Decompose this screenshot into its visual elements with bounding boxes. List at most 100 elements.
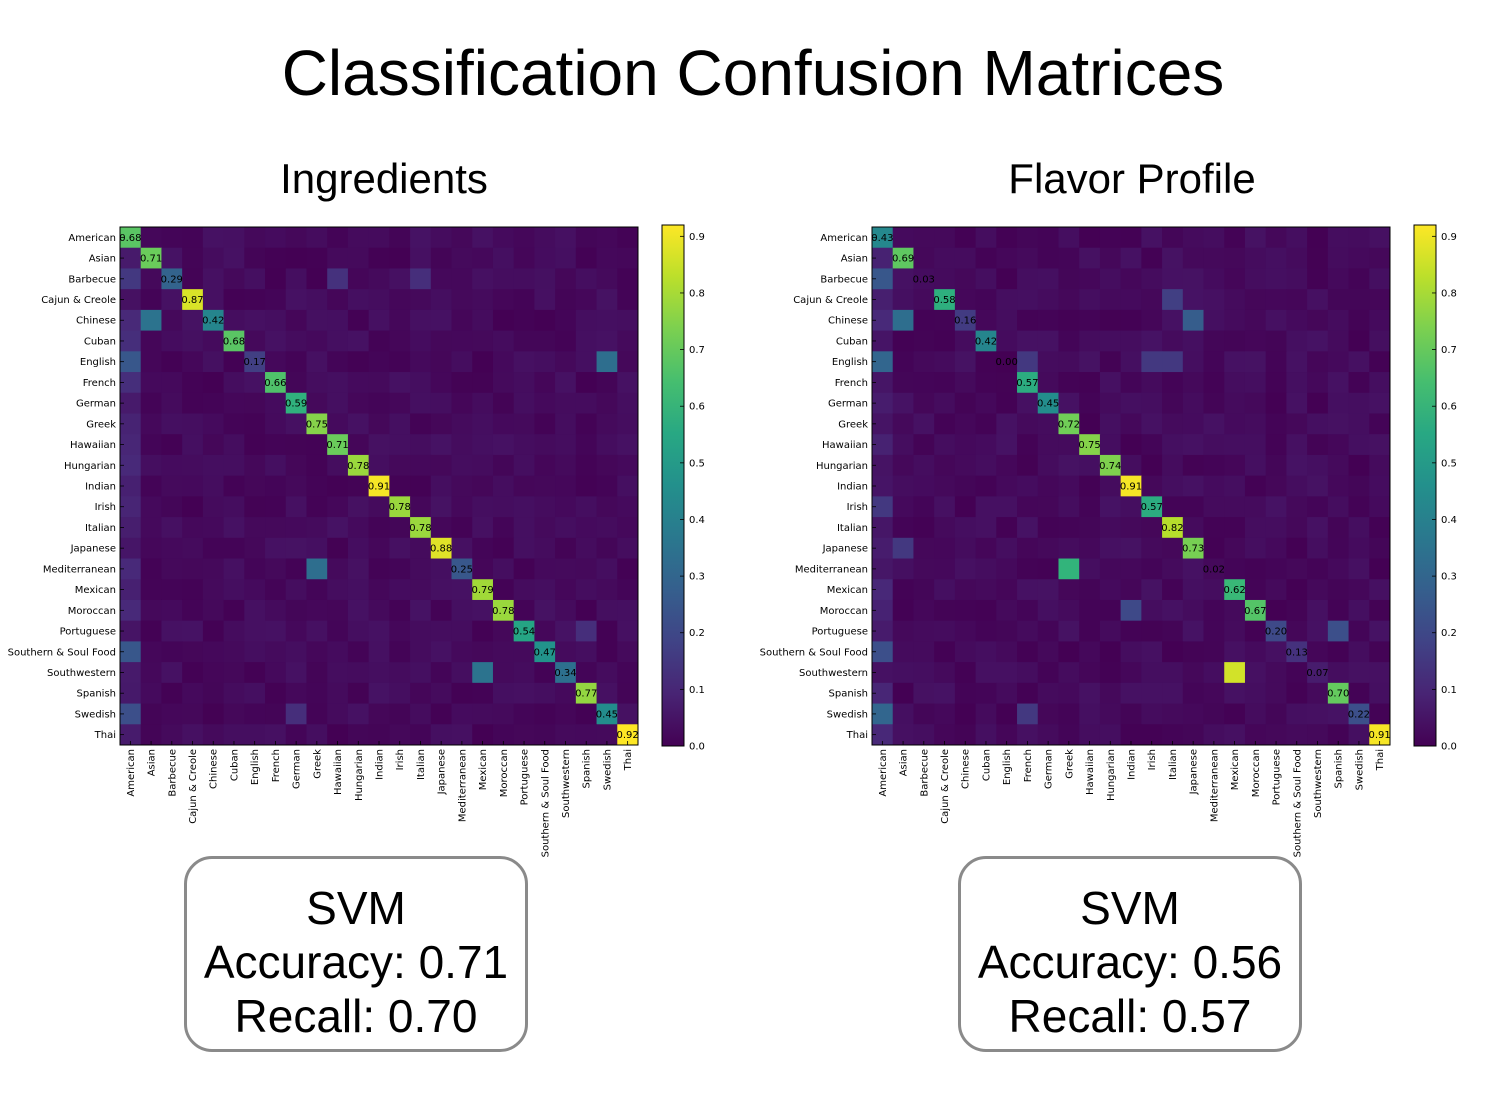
- x-tick-label: French: [271, 749, 282, 782]
- heatmap-cell: [389, 434, 411, 456]
- y-tick-label: Greek: [838, 419, 868, 430]
- heatmap-cell: [120, 475, 142, 497]
- heatmap-cell: [140, 289, 162, 311]
- heatmap-cell: [513, 351, 535, 373]
- heatmap-cell: [1369, 662, 1391, 684]
- colorbar-tick-label: 0.3: [689, 572, 705, 583]
- heatmap-cell: [872, 289, 894, 311]
- heatmap-cell: [492, 537, 515, 560]
- heatmap-cell: [1265, 454, 1287, 477]
- heatmap-cell: [596, 309, 618, 332]
- heatmap-cell: [513, 662, 535, 684]
- heatmap-cell: [975, 579, 997, 601]
- heatmap-cell: [954, 268, 977, 290]
- heatmap-cell: [265, 496, 287, 518]
- heatmap-cell: [617, 641, 639, 663]
- x-tick-label: Hawaiian: [1085, 749, 1096, 795]
- heatmap-cell: [492, 372, 515, 394]
- heatmap-cell: [575, 537, 598, 560]
- heatmap-cell: [244, 247, 266, 269]
- heatmap-cell: [513, 537, 535, 560]
- heatmap-cell: [996, 620, 1018, 642]
- diagonal-cell: [555, 662, 577, 684]
- heatmap-cell: [954, 434, 977, 456]
- heatmap-cell: [223, 662, 245, 684]
- heatmap-cell: [996, 289, 1018, 311]
- heatmap-cell: [1327, 330, 1350, 352]
- diagonal-cell: [872, 227, 894, 249]
- heatmap-cell: [1099, 724, 1122, 746]
- heatmap-cell: [1327, 599, 1350, 622]
- heatmap-cell: [389, 599, 411, 622]
- heatmap-cell: [410, 703, 432, 725]
- heatmap-cell: [285, 289, 307, 311]
- heatmap-cell: [140, 537, 162, 560]
- heatmap-cell: [285, 351, 307, 373]
- heatmap-cell: [1182, 517, 1205, 539]
- heatmap-cell: [202, 268, 225, 290]
- heatmap-cell: [120, 330, 142, 352]
- heatmap-cell: [140, 579, 162, 601]
- heatmap-cell: [1120, 309, 1142, 332]
- heatmap-cell: [1307, 247, 1329, 269]
- heatmap-cell: [223, 227, 245, 249]
- y-tick-label: Irish: [95, 502, 116, 513]
- diagonal-cell: [913, 268, 935, 290]
- heatmap-cell: [265, 330, 287, 352]
- heatmap-cell: [872, 517, 894, 539]
- diagonal-cell: [513, 620, 535, 642]
- heatmap-cell: [996, 641, 1018, 663]
- heatmap-cell: [892, 641, 914, 663]
- heatmap-cell: [872, 703, 894, 725]
- diagonal-cell: [285, 392, 307, 414]
- heatmap-cell: [1120, 413, 1142, 435]
- heatmap-cell: [1244, 351, 1267, 373]
- colorbar-tick-label: 0.2: [689, 628, 705, 639]
- y-tick-label: Moroccan: [820, 606, 868, 617]
- heatmap-cell: [1286, 413, 1308, 435]
- heatmap-cell: [327, 330, 349, 352]
- heatmap-cell: [492, 413, 515, 435]
- heatmap-cell: [244, 579, 266, 601]
- heatmap-cell: [430, 392, 453, 414]
- heatmap-cell: [1286, 247, 1308, 269]
- heatmap-cell: [1037, 247, 1059, 269]
- heatmap-cell: [327, 309, 349, 332]
- x-tick-label: German: [1044, 749, 1055, 789]
- heatmap-cell: [1265, 662, 1287, 684]
- heatmap-cell: [1120, 599, 1142, 622]
- heatmap-cell: [975, 268, 997, 290]
- heatmap-cell: [244, 309, 266, 332]
- heatmap-cell: [120, 620, 142, 642]
- heatmap-cell: [1203, 330, 1225, 352]
- heatmap-cell: [120, 413, 142, 435]
- heatmap-cell: [934, 268, 956, 290]
- heatmap-cell: [934, 599, 956, 622]
- heatmap-cell: [575, 413, 598, 435]
- heatmap-cell: [534, 558, 556, 580]
- heatmap-cell: [1141, 662, 1163, 684]
- heatmap-cell: [954, 247, 977, 269]
- heatmap-cell: [1079, 517, 1101, 539]
- heatmap-cell: [430, 599, 453, 622]
- heatmap-cell: [555, 413, 577, 435]
- heatmap-cell: [182, 392, 204, 414]
- heatmap-cell: [1286, 682, 1308, 705]
- heatmap-cell: [1058, 268, 1080, 290]
- heatmap-cell: [410, 413, 432, 435]
- heatmap-cell: [1348, 247, 1370, 269]
- heatmap-cell: [1058, 724, 1080, 746]
- heatmap-cell: [1307, 703, 1329, 725]
- heatmap-cell: [1224, 537, 1246, 560]
- heatmap-cell: [472, 703, 494, 725]
- y-tick-label: Southern & Soul Food: [760, 647, 868, 658]
- heatmap-cell: [1327, 289, 1350, 311]
- heatmap-cell: [954, 413, 977, 435]
- diagonal-cell: [347, 454, 370, 477]
- heatmap-cell: [451, 599, 473, 622]
- heatmap-cell: [1244, 289, 1267, 311]
- heatmap-cell: [327, 724, 349, 746]
- heatmap-cell: [1203, 496, 1225, 518]
- colorbar-tick-label: 0.4: [689, 515, 705, 526]
- recall-label: Recall: 0.70: [234, 990, 478, 1042]
